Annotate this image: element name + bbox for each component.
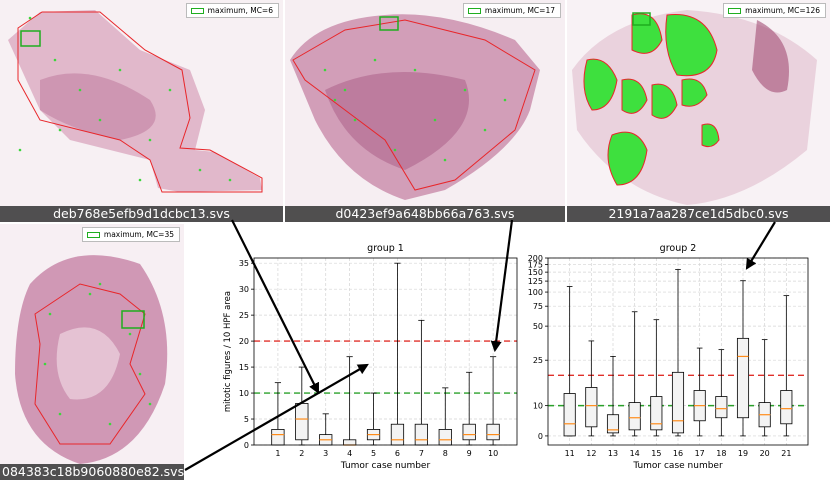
box-iqr — [585, 387, 598, 428]
box-iqr — [486, 423, 500, 441]
x-tick-label: 17 — [695, 449, 705, 458]
box-iqr — [758, 402, 771, 428]
x-tick-label: 10 — [488, 449, 498, 458]
roi-legend-label: maximum, MC=35 — [103, 230, 174, 239]
roi-legend: maximum, MC=35 — [81, 227, 180, 242]
slide-panel-1: maximum, MC=6 deb768e5efb9d1dcbc13.svs — [0, 0, 283, 222]
chart-title: group 1 — [367, 243, 404, 254]
box-iqr — [462, 423, 476, 441]
box-iqr — [671, 371, 685, 434]
box-iqr — [390, 423, 405, 446]
y-tick-label: 175 — [528, 261, 543, 270]
x-tick-label: 19 — [738, 449, 748, 458]
roi-legend-swatch — [86, 231, 100, 238]
tissue-image-1 — [0, 0, 283, 222]
box-iqr — [563, 393, 576, 437]
roi-legend-label: maximum, MC=6 — [207, 6, 273, 15]
box-iqr — [295, 403, 309, 441]
y-axis-label: mitotic figures / 10 HPF area — [223, 291, 233, 412]
x-tick-label: 6 — [395, 449, 400, 458]
x-tick-label: 7 — [419, 449, 424, 458]
box-iqr — [780, 390, 793, 425]
roi-legend: maximum, MC=126 — [723, 3, 826, 18]
x-tick-label: 18 — [716, 449, 726, 458]
box-iqr — [438, 429, 452, 446]
arrow-slide4-to-case6 — [184, 363, 369, 471]
box-iqr — [414, 423, 428, 446]
plot-frame — [253, 257, 518, 446]
chart-group-2: 11 12 13 14 15 16 17 18 19 20 21 0 10 25 50 75 100 125150… — [528, 243, 809, 471]
chart-title: group 2 — [660, 243, 697, 254]
slide-caption: 2191a7aa287ce1d5dbc0.svs — [567, 206, 830, 222]
box-iqr — [343, 439, 357, 446]
y-tick-label: 30 — [239, 285, 249, 294]
y-tick-label: 25 — [533, 356, 543, 365]
x-tick-label: 16 — [673, 449, 683, 458]
x-tick-label: 13 — [608, 449, 618, 458]
y-tick-label: 75 — [533, 302, 543, 311]
tissue-image-3 — [567, 0, 830, 222]
x-tick-label: 4 — [347, 449, 352, 458]
roi-legend-swatch — [728, 7, 742, 14]
box-iqr — [319, 434, 333, 446]
box-iqr — [650, 396, 663, 431]
x-tick-label: 1 — [275, 449, 280, 458]
y-tick-label: 5 — [244, 415, 249, 424]
y-tick-label: 50 — [533, 322, 543, 331]
x-tick-label: 3 — [323, 449, 328, 458]
y-tick-label: 35 — [239, 259, 249, 268]
y-tick-label: 150 — [528, 268, 543, 277]
tissue-image-4 — [0, 224, 184, 480]
roi-legend-swatch — [190, 7, 204, 14]
x-axis-label: Tumor case number — [340, 461, 431, 471]
y-tick-label: 100 — [528, 288, 543, 297]
plot-frame — [547, 257, 809, 446]
box-iqr — [715, 396, 728, 419]
x-tick-label: 21 — [781, 449, 791, 458]
roi-legend: maximum, MC=17 — [462, 3, 561, 18]
roi-legend: maximum, MC=6 — [185, 3, 279, 18]
x-tick-label: 15 — [651, 449, 661, 458]
y-tick-label: 10 — [533, 402, 543, 411]
box-iqr — [271, 429, 285, 446]
y-tick-label: 0 — [244, 441, 249, 450]
box-iqr — [366, 429, 381, 441]
box-iqr — [606, 414, 620, 434]
x-tick-label: 2 — [299, 449, 304, 458]
slide-caption: deb768e5efb9d1dcbc13.svs — [0, 206, 283, 222]
annotation-arrows — [184, 219, 776, 471]
y-tick-label: 25 — [239, 311, 249, 320]
slide-caption: 084383c18b9060880e82.svs — [0, 464, 184, 480]
slide-panel-4: maximum, MC=35 084383c18b9060880e82.svs — [0, 224, 184, 480]
box-iqr — [628, 402, 641, 431]
box-iqr — [736, 337, 750, 419]
box-iqr — [693, 390, 706, 422]
y-tick-label: 200 — [528, 254, 543, 263]
slide-panel-2: maximum, MC=17 d0423ef9a648bb66a763.svs — [285, 0, 565, 222]
x-tick-label: 8 — [443, 449, 448, 458]
y-tick-label: 15 — [239, 363, 249, 372]
roi-legend-swatch — [467, 7, 481, 14]
arrow-slide2-to-case10 — [490, 219, 514, 353]
x-tick-label: 14 — [630, 449, 640, 458]
x-tick-label: 12 — [586, 449, 596, 458]
chart-group-1: 1 2 3 4 5 6 7 8 9 10 0 5 10 15 20 25 30 35 group 1 Tumor ca… — [223, 243, 518, 471]
arrow-slide3-to-case19 — [745, 221, 776, 270]
x-axis-label: Tumor case number — [632, 461, 723, 471]
x-tick-label: 5 — [371, 449, 376, 458]
y-tick-label: 10 — [239, 389, 249, 398]
slide-panel-3: maximum, MC=126 2191a7aa287ce1d5dbc0.svs — [567, 0, 830, 222]
slide-caption: d0423ef9a648bb66a763.svs — [285, 206, 565, 222]
roi-legend-label: maximum, MC=17 — [484, 6, 555, 15]
tissue-image-2 — [285, 0, 565, 222]
x-tick-label: 9 — [467, 449, 472, 458]
roi-legend-label: maximum, MC=126 — [745, 6, 820, 15]
y-tick-label: 0 — [538, 432, 543, 441]
x-tick-label: 20 — [760, 449, 770, 458]
x-tick-label: 11 — [565, 449, 575, 458]
y-tick-label: 125 — [528, 277, 543, 286]
arrow-slide1-to-case3 — [231, 219, 319, 394]
y-tick-label: 20 — [239, 337, 249, 346]
